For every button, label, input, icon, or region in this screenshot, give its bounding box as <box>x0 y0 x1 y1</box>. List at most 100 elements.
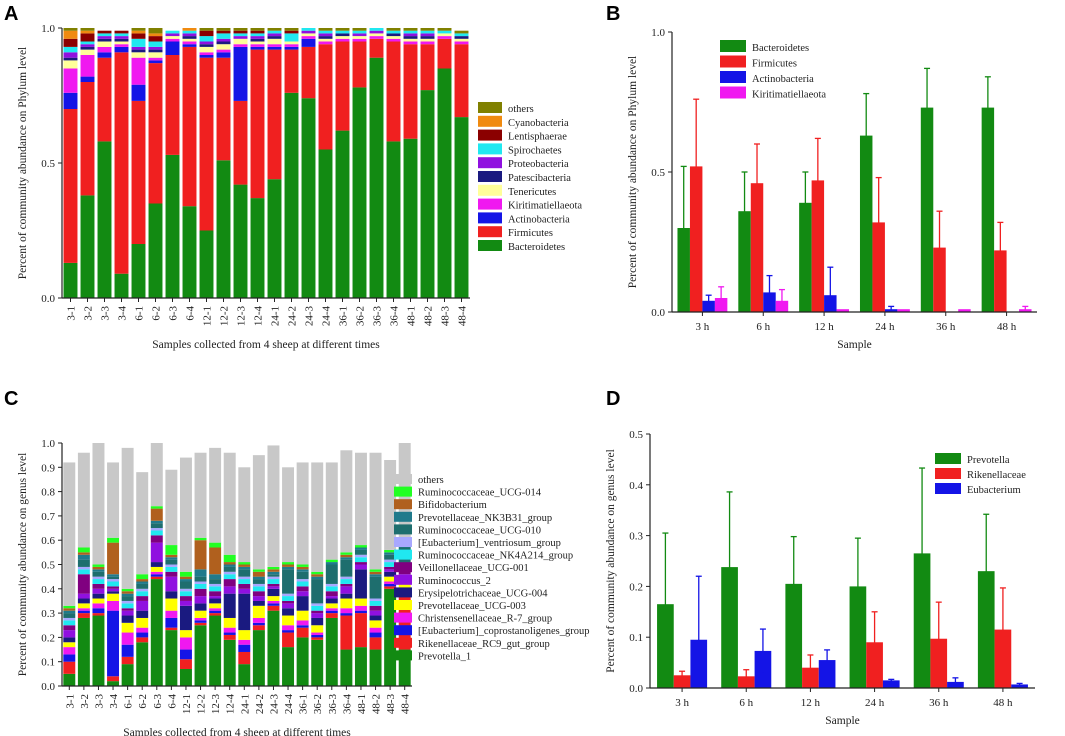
bar-segment <box>238 593 251 631</box>
bar-segment <box>131 38 146 47</box>
bar-segment <box>77 552 90 555</box>
bar-segment <box>114 36 129 39</box>
x-tick-label: 12-4 <box>225 694 237 715</box>
bar-segment <box>311 579 324 604</box>
bar-segment <box>80 76 95 82</box>
bar-segment <box>296 586 309 592</box>
bar-segment <box>454 30 469 34</box>
bar-segment <box>384 569 397 572</box>
bar-segment <box>384 571 397 577</box>
bar <box>673 675 691 688</box>
bar-segment <box>150 523 163 529</box>
bar-segment <box>318 38 333 42</box>
bar-segment <box>63 608 76 611</box>
panel-label-d: D <box>606 388 620 410</box>
bar-segment <box>369 600 382 606</box>
bar-segment <box>209 583 222 587</box>
bar-segment <box>311 634 324 638</box>
bar-segment <box>209 613 222 616</box>
bar-segment <box>114 44 129 47</box>
bar-segment <box>77 617 90 686</box>
bar-segment <box>63 68 78 93</box>
bar-segment <box>63 28 78 31</box>
legend-swatch <box>478 129 502 141</box>
bar-segment <box>107 591 120 594</box>
bar-segment <box>284 41 299 45</box>
bar-segment <box>148 28 163 34</box>
bar-segment <box>63 462 76 606</box>
bar-segment <box>92 593 105 599</box>
bar-segment <box>148 36 163 42</box>
legend-swatch <box>478 171 502 182</box>
bar-segment <box>223 586 236 594</box>
x-tick-label: 36-2 <box>355 306 367 326</box>
legend-swatch <box>394 499 412 510</box>
bar-segment <box>148 63 163 204</box>
legend-label: Patescibacteria <box>508 173 571 184</box>
bar-segment <box>114 46 129 53</box>
bar-segment <box>77 593 90 599</box>
bar-segment <box>179 649 192 660</box>
bar-segment <box>369 30 384 34</box>
bar-segment <box>340 559 353 577</box>
bar-segment <box>77 603 90 609</box>
bar-segment <box>420 33 435 37</box>
legend-swatch <box>394 549 412 560</box>
bar-segment <box>136 637 149 643</box>
bar-segment <box>107 576 120 580</box>
bar-segment <box>282 562 295 565</box>
bar-segment <box>92 571 105 577</box>
y-tick-label: 0.0 <box>651 307 665 319</box>
bar-segment <box>252 569 265 572</box>
bar-segment <box>369 620 382 628</box>
bar-segment <box>63 57 78 61</box>
bar-segment <box>335 41 350 131</box>
bar-segment <box>238 583 251 589</box>
bar-segment <box>403 138 418 298</box>
bar-segment <box>267 579 280 584</box>
bar-segment <box>121 632 134 645</box>
bar-segment <box>63 613 76 618</box>
bar-segment <box>325 591 338 597</box>
bar-segment <box>165 154 180 298</box>
bar-segment <box>238 467 251 563</box>
bar-segment <box>107 462 120 538</box>
bar-segment <box>77 598 90 604</box>
legend-label: Ruminococcaceae_UCG-010 <box>418 525 541 536</box>
legend-label: Veillonellaceae_UCG-001 <box>418 563 529 574</box>
bar-segment <box>282 467 295 563</box>
bar-segment <box>384 588 397 686</box>
x-tick-label: 6 h <box>739 697 753 709</box>
bar-segment <box>194 625 207 686</box>
bar-segment <box>63 262 78 298</box>
bar-segment <box>63 647 76 655</box>
x-tick-label: 24 h <box>865 697 885 709</box>
bar-segment <box>284 49 299 93</box>
bar-segment <box>301 28 316 31</box>
bar-segment <box>325 610 338 614</box>
bar-segment <box>209 598 222 604</box>
bar-segment <box>63 610 76 614</box>
bar-segment <box>199 28 214 31</box>
bar-segment <box>194 452 207 538</box>
bar-segment <box>296 566 309 570</box>
bar-segment <box>179 588 192 592</box>
bar-segment <box>182 36 197 39</box>
bar-segment <box>354 557 367 563</box>
bar-segment <box>63 625 76 631</box>
bar-segment <box>369 576 382 599</box>
bar-segment <box>216 49 231 53</box>
bar-segment <box>318 149 333 298</box>
legend-swatch <box>478 212 502 224</box>
bar-segment <box>216 57 231 161</box>
bar-segment <box>352 30 367 34</box>
bar-segment <box>437 28 452 31</box>
x-tick-label: 6-2 <box>137 694 149 709</box>
bar-segment <box>311 571 324 575</box>
legend-label: [Eubacterium]_ventriosum_group <box>418 538 561 549</box>
bar-segment <box>92 615 105 686</box>
bar-segment <box>136 642 149 686</box>
legend-label: Rikenellaceae <box>967 470 1026 481</box>
bar-segment <box>165 469 178 546</box>
bar-segment <box>223 554 236 563</box>
